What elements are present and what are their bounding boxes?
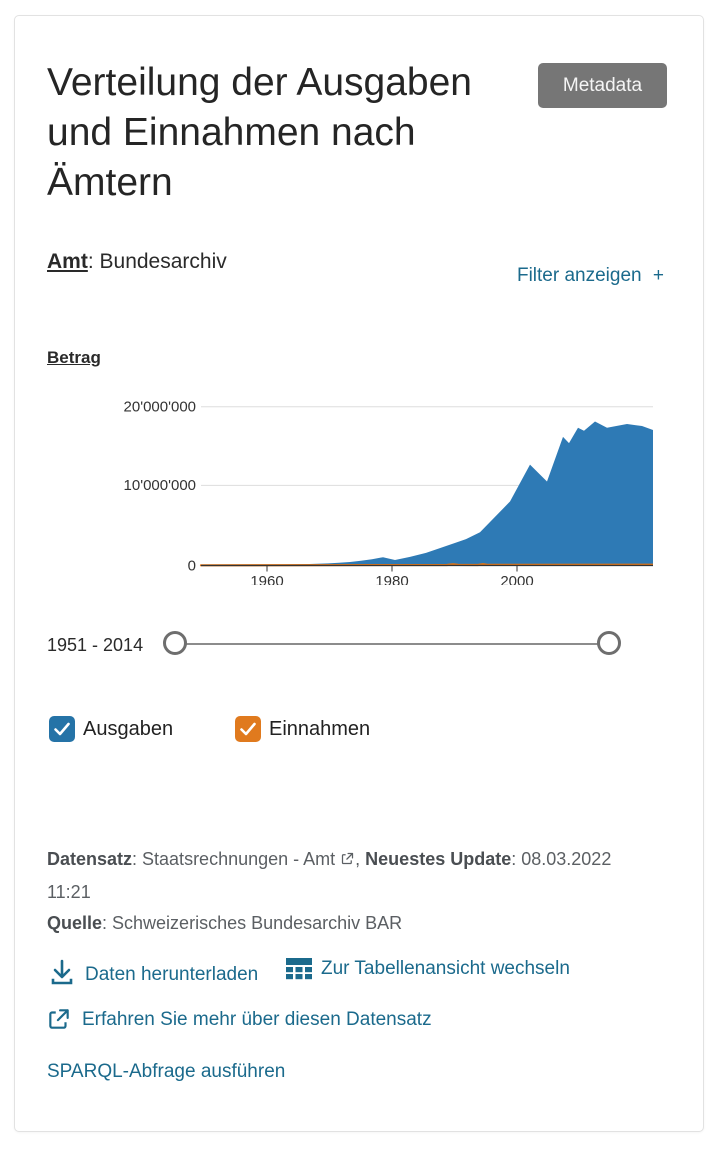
- svg-text:1960: 1960: [250, 573, 283, 585]
- svg-text:1980: 1980: [375, 573, 408, 585]
- svg-text:10'000'000: 10'000'000: [124, 477, 196, 494]
- svg-text:2000: 2000: [500, 573, 533, 585]
- svg-text:0: 0: [188, 558, 196, 575]
- svg-text:20'000'000: 20'000'000: [124, 400, 196, 416]
